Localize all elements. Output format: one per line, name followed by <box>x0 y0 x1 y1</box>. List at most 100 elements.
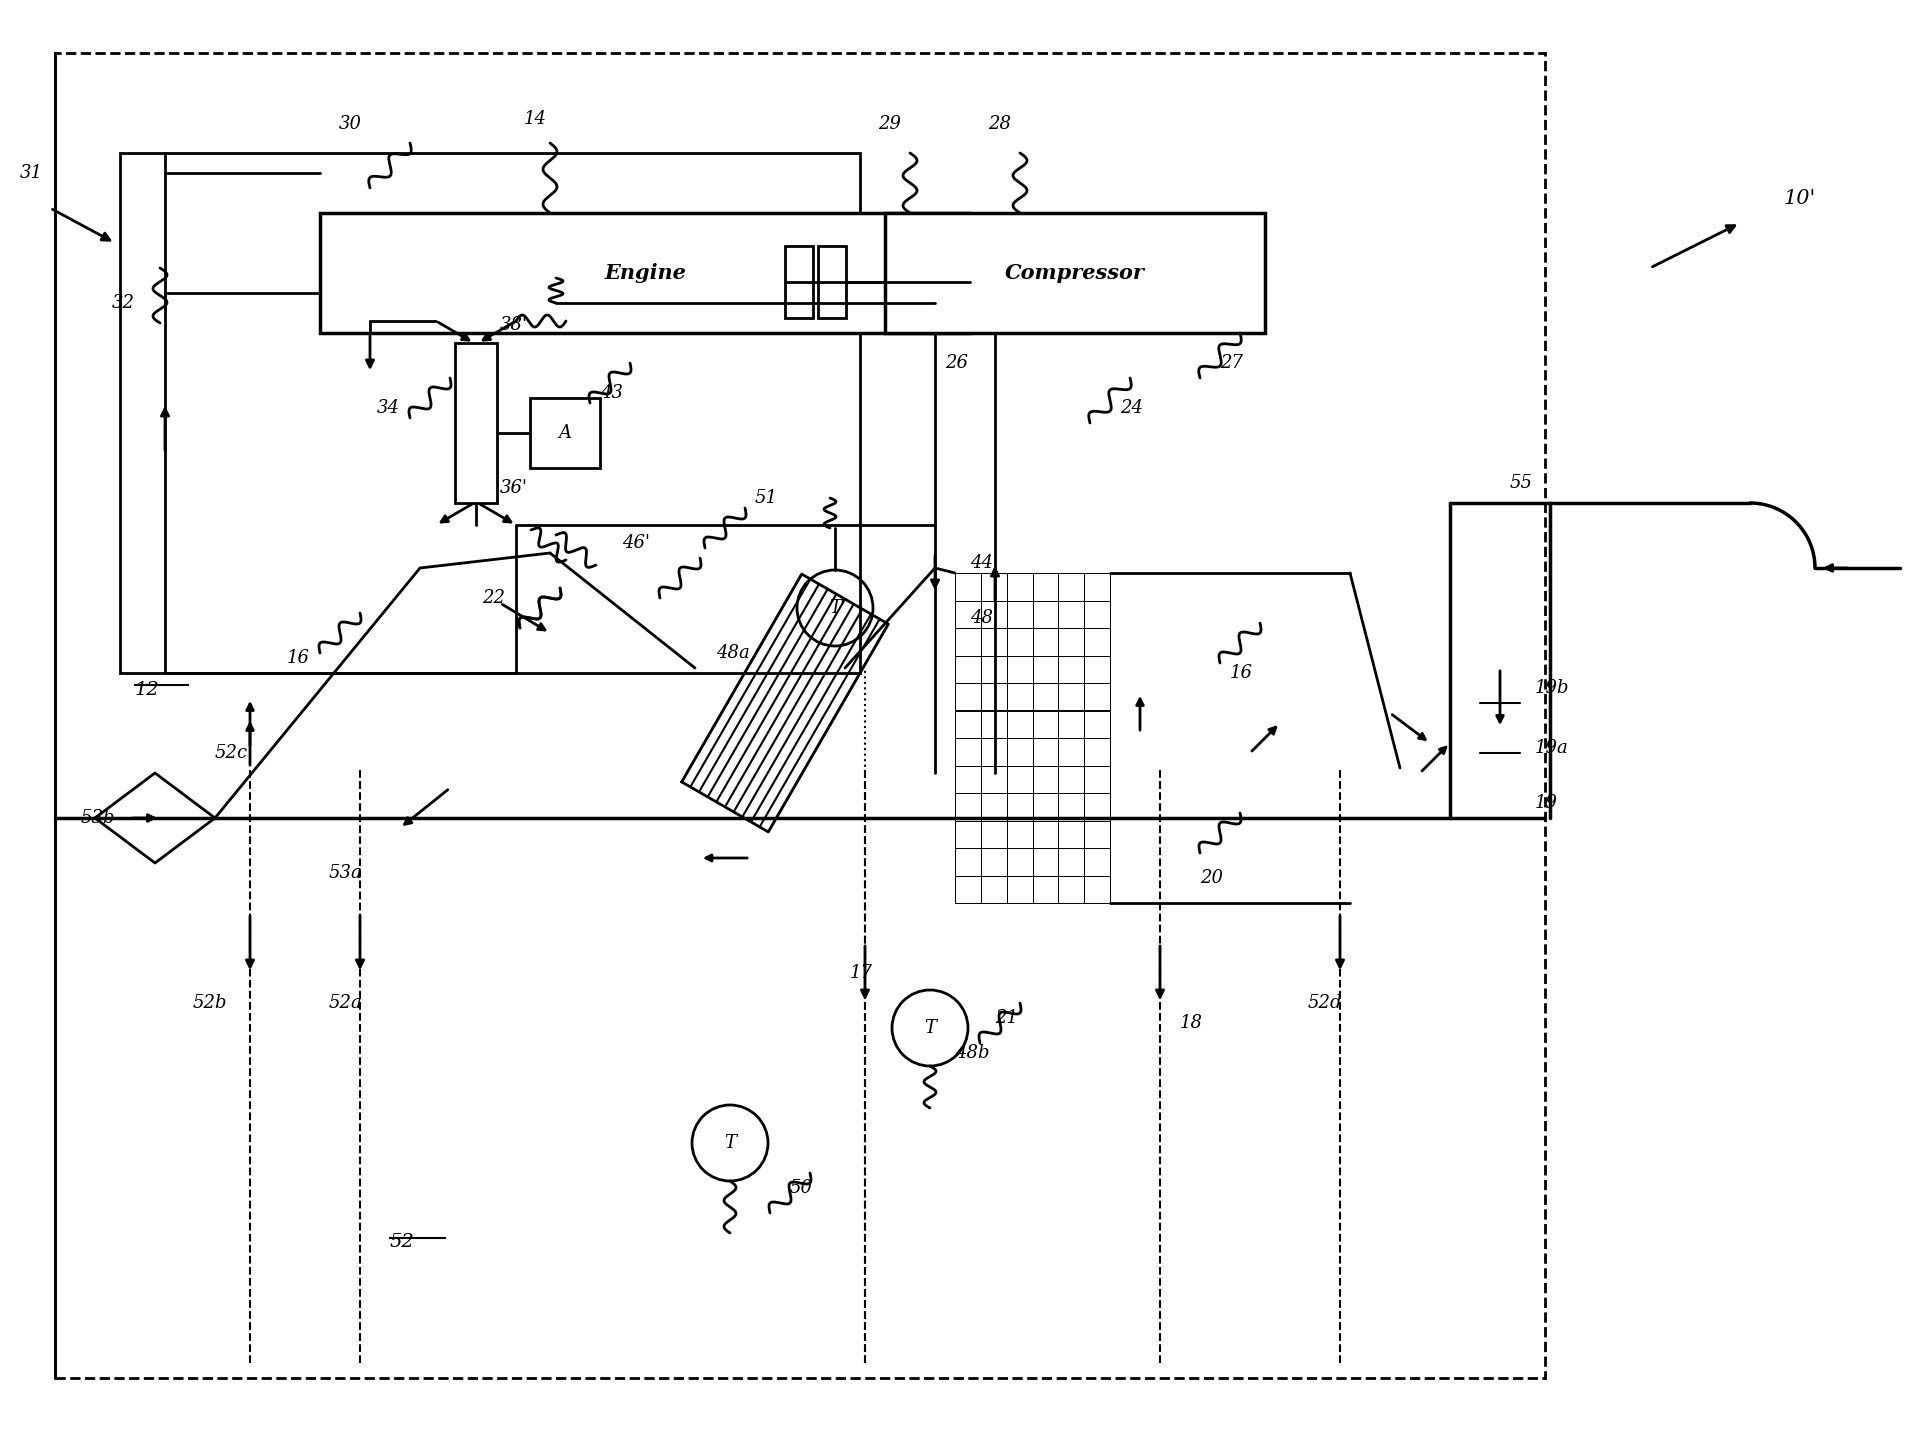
Bar <box>319 214 971 333</box>
Text: 55: 55 <box>1510 474 1533 493</box>
Bar <box>1007 711 1032 738</box>
Text: 52a: 52a <box>329 994 361 1011</box>
Bar <box>1032 876 1059 902</box>
Text: A: A <box>558 424 571 442</box>
Bar <box>1084 600 1110 628</box>
Text: 52: 52 <box>390 1234 415 1251</box>
Text: T: T <box>925 1019 936 1037</box>
Bar <box>1032 711 1059 738</box>
Bar <box>956 711 980 738</box>
Bar <box>1084 738 1110 766</box>
Bar <box>1032 793 1059 821</box>
Bar <box>885 214 1265 333</box>
Bar <box>1084 821 1110 849</box>
Text: 31: 31 <box>19 164 44 182</box>
Bar <box>1032 628 1059 655</box>
Bar <box>529 398 600 468</box>
Bar <box>1032 738 1059 766</box>
Text: 52c: 52c <box>216 744 248 761</box>
Text: 53a: 53a <box>329 865 361 882</box>
Bar <box>980 711 1007 738</box>
Bar <box>980 738 1007 766</box>
Bar <box>980 628 1007 655</box>
Text: 19b: 19b <box>1535 679 1569 697</box>
Bar <box>980 876 1007 902</box>
Text: 51: 51 <box>755 490 778 507</box>
Text: 17: 17 <box>850 963 873 982</box>
Bar <box>1007 766 1032 793</box>
Text: 14: 14 <box>524 110 547 128</box>
Text: 44': 44' <box>971 554 998 572</box>
Text: 27: 27 <box>1219 355 1242 372</box>
Bar <box>980 766 1007 793</box>
Text: Engine: Engine <box>604 263 686 283</box>
Bar <box>956 628 980 655</box>
Bar <box>956 793 980 821</box>
Bar <box>1084 766 1110 793</box>
Bar <box>1059 793 1084 821</box>
Bar <box>1059 655 1084 683</box>
Bar <box>1084 655 1110 683</box>
Text: 52d: 52d <box>1307 994 1342 1011</box>
Text: 22: 22 <box>482 588 505 607</box>
Bar <box>1007 655 1032 683</box>
Bar <box>1059 738 1084 766</box>
Bar <box>1007 738 1032 766</box>
Bar <box>980 793 1007 821</box>
Text: 53b: 53b <box>80 809 115 827</box>
Text: 34: 34 <box>376 400 399 417</box>
Bar <box>1059 821 1084 849</box>
Bar <box>1084 849 1110 876</box>
Bar <box>1084 628 1110 655</box>
Bar <box>956 600 980 628</box>
Bar <box>818 246 847 318</box>
Bar <box>1007 821 1032 849</box>
Bar <box>1059 876 1084 902</box>
Bar <box>956 849 980 876</box>
Bar <box>980 600 1007 628</box>
Text: 38': 38' <box>501 315 527 334</box>
Bar <box>1084 572 1110 600</box>
Text: 20: 20 <box>1200 869 1223 886</box>
Bar <box>1007 683 1032 711</box>
Text: 46': 46' <box>621 535 650 552</box>
Bar <box>1032 821 1059 849</box>
Bar <box>1059 572 1084 600</box>
Text: 28: 28 <box>988 115 1011 134</box>
Bar <box>1007 849 1032 876</box>
Bar <box>1084 876 1110 902</box>
Bar <box>1084 793 1110 821</box>
Bar <box>1059 683 1084 711</box>
Bar <box>956 766 980 793</box>
Text: 48a: 48a <box>717 644 749 663</box>
Bar <box>956 876 980 902</box>
Bar <box>1059 849 1084 876</box>
Bar <box>1032 600 1059 628</box>
Text: 21: 21 <box>996 1008 1019 1027</box>
Bar <box>956 572 980 600</box>
Bar <box>1084 683 1110 711</box>
Bar <box>120 153 860 673</box>
Bar <box>1032 655 1059 683</box>
Bar <box>1084 711 1110 738</box>
Bar <box>55 52 1544 1377</box>
Text: 24: 24 <box>1120 400 1143 417</box>
Bar <box>956 683 980 711</box>
Text: 43: 43 <box>600 384 623 402</box>
Bar <box>1032 849 1059 876</box>
Text: 12: 12 <box>136 681 161 699</box>
Text: 36': 36' <box>501 479 527 497</box>
Text: T: T <box>829 599 841 618</box>
Text: 48b: 48b <box>956 1045 990 1062</box>
Bar <box>1059 600 1084 628</box>
Text: 30: 30 <box>338 115 361 134</box>
Bar <box>1007 572 1032 600</box>
Bar <box>1007 628 1032 655</box>
Bar <box>980 683 1007 711</box>
Text: 32: 32 <box>113 294 136 312</box>
Text: 19: 19 <box>1535 793 1557 812</box>
Text: 50: 50 <box>789 1178 812 1197</box>
Text: Compressor: Compressor <box>1005 263 1145 283</box>
Text: 29: 29 <box>879 115 902 134</box>
Bar <box>1032 572 1059 600</box>
